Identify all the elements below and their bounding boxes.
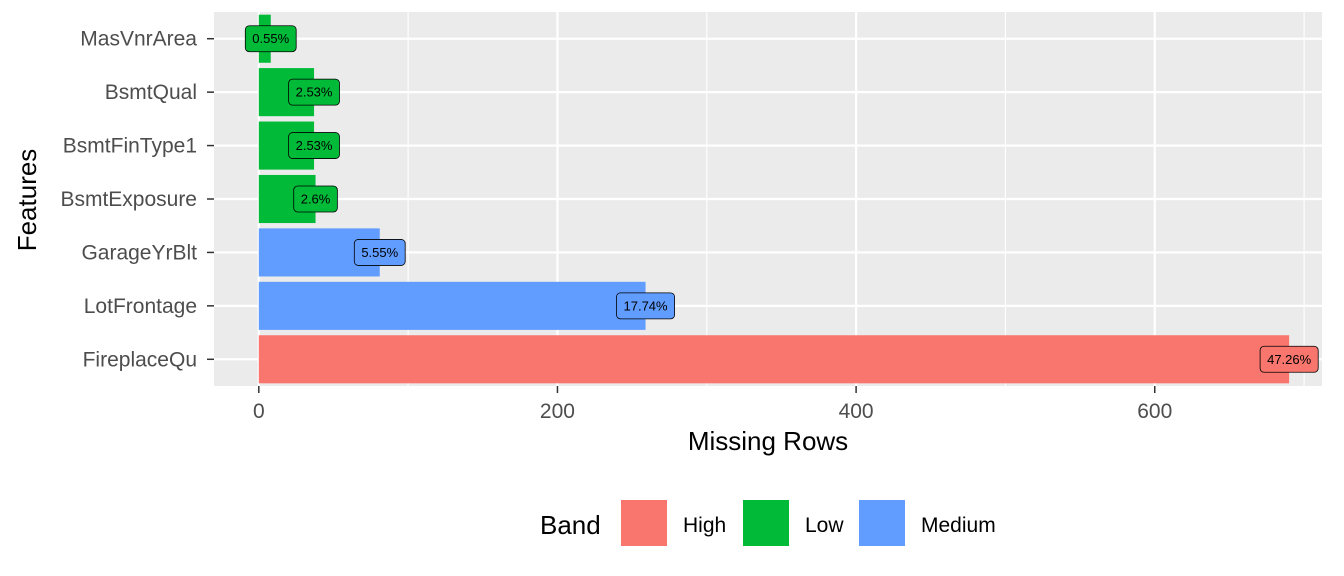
y-tick-label: GarageYrBlt xyxy=(81,241,197,264)
bar-label-BsmtExposure: 2.6% xyxy=(293,185,338,213)
bar-LotFrontage xyxy=(258,281,646,330)
bar-label-box xyxy=(244,25,297,53)
bar-label-text: 2.6% xyxy=(301,192,331,207)
legend-label-low: Low xyxy=(805,514,844,537)
legend-label-medium: Medium xyxy=(921,514,996,537)
bar-label-text: 47.26% xyxy=(1267,352,1312,367)
x-axis-title: Missing Rows xyxy=(688,426,848,456)
x-axis: 0 200 400 600 xyxy=(253,386,1172,423)
legend-key-low xyxy=(743,500,789,546)
bars xyxy=(258,14,1290,384)
bar-FireplaceQu xyxy=(258,335,1290,384)
y-tick-label: BsmtQual xyxy=(105,81,197,104)
legend-key-high xyxy=(621,500,667,546)
legend-key-medium xyxy=(859,500,905,546)
legend: Band High Low Medium xyxy=(540,500,996,546)
bar-label-box xyxy=(616,292,675,320)
y-axis: MasVnrArea BsmtQual BsmtFinType1 BsmtExposu… xyxy=(60,28,214,371)
bar-label-box xyxy=(353,239,406,266)
legend-title: Band xyxy=(540,510,601,540)
bar-label-BsmtQual: 2.53% xyxy=(288,78,340,106)
bar-label-text: 17.74% xyxy=(624,298,669,313)
bar-label-text: 5.55% xyxy=(361,245,398,260)
x-tick-label: 400 xyxy=(839,400,874,423)
bar-label-box xyxy=(288,78,340,106)
bar-label-text: 2.53% xyxy=(296,138,333,153)
bar-label-text: 2.53% xyxy=(296,85,333,100)
bar-label-BsmtFinType1: 2.53% xyxy=(288,132,340,159)
bar-label-text: 0.55% xyxy=(252,31,289,46)
x-tick-label: 200 xyxy=(540,400,575,423)
bar-label-MasVnrArea: 0.55% xyxy=(244,25,297,53)
y-tick-label: BsmtExposure xyxy=(60,188,197,211)
legend-label-high: High xyxy=(683,514,726,537)
y-tick-label: MasVnrArea xyxy=(80,28,197,51)
bar-labels: 0.55% 2.53% 2.53% 2.6% 5.55% 17.74% 47.26% xyxy=(244,25,1319,373)
x-tick-label: 600 xyxy=(1137,400,1172,423)
y-tick-label: BsmtFinType1 xyxy=(63,135,197,158)
bar-label-LotFrontage: 17.74% xyxy=(616,292,675,320)
y-tick-label: LotFrontage xyxy=(84,295,197,318)
bar-label-box xyxy=(288,132,340,159)
bar-label-box xyxy=(1259,345,1319,373)
x-tick-label: 0 xyxy=(253,400,265,423)
bar-label-box xyxy=(293,185,338,213)
y-tick-label: FireplaceQu xyxy=(83,348,197,371)
bar-label-GarageYrBlt: 5.55% xyxy=(353,239,406,266)
y-axis-title: Features xyxy=(12,149,42,252)
bar-label-FireplaceQu: 47.26% xyxy=(1259,345,1319,373)
